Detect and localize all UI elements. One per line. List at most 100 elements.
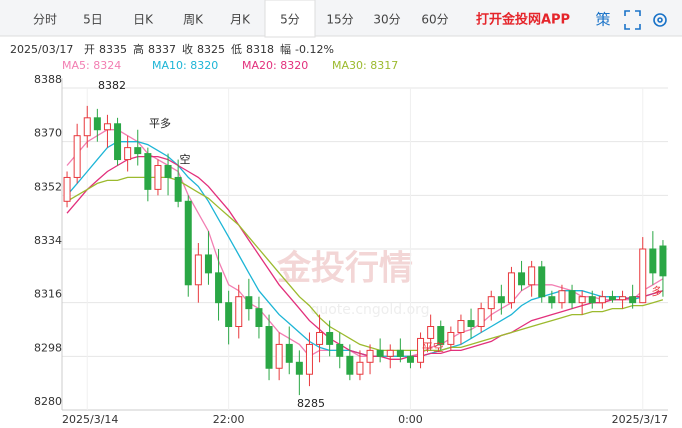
tab[interactable]: 分时 bbox=[33, 13, 57, 27]
candle-body bbox=[578, 296, 586, 304]
y-tick-label: 8388 bbox=[34, 73, 62, 86]
candle-body bbox=[275, 343, 283, 369]
candle-body bbox=[507, 272, 515, 304]
tab[interactable]: 5分 bbox=[280, 13, 300, 27]
info-label: 开 bbox=[84, 43, 95, 56]
legend-value: 8324 bbox=[93, 59, 121, 72]
annotation: 8285 bbox=[297, 397, 325, 410]
candle-body bbox=[538, 266, 546, 298]
info-label: 高 bbox=[133, 42, 144, 56]
candle-body bbox=[437, 326, 445, 345]
candle-body bbox=[225, 302, 233, 328]
legend-sep: : bbox=[273, 59, 280, 72]
legend-value: 8320 bbox=[280, 59, 308, 72]
legend-name: MA10 bbox=[152, 59, 183, 72]
watermark-title: 金投行情 bbox=[276, 249, 413, 289]
x-tick-label: 2025/3/14 bbox=[62, 413, 118, 426]
candle-body bbox=[245, 296, 253, 310]
tabs: 分时 5日 日K 周K 月K 5分 15分 30分 60分 bbox=[33, 0, 449, 38]
candle-body bbox=[154, 165, 162, 190]
candle-body bbox=[144, 153, 152, 190]
annotation: 多 bbox=[652, 284, 663, 298]
candle-body bbox=[265, 326, 273, 369]
y-tick-label: 8334 bbox=[34, 234, 62, 247]
legend-sep: : bbox=[363, 59, 370, 72]
tab[interactable]: 月K bbox=[230, 13, 251, 27]
candle-body bbox=[346, 355, 354, 375]
candle-body bbox=[83, 117, 91, 137]
tab[interactable]: 日K bbox=[133, 13, 154, 27]
app-link[interactable]: 打开金投网APP bbox=[476, 12, 570, 28]
candle-body bbox=[619, 296, 627, 301]
candle-body bbox=[548, 296, 556, 304]
info-value: 8335 bbox=[99, 43, 127, 56]
info-label: 收 bbox=[182, 42, 193, 56]
candle-body bbox=[598, 296, 606, 304]
annotation: 平多 bbox=[149, 116, 171, 130]
legend-entry: MA30: 8317 bbox=[332, 59, 398, 72]
tab[interactable]: 30分 bbox=[373, 13, 400, 27]
y-tick-label: 8370 bbox=[34, 127, 62, 140]
x-tick-label: 0:00 bbox=[398, 413, 423, 426]
legend: MA5: 8324 MA10: 8320 MA20: 8320 MA30: 8317 bbox=[62, 59, 398, 72]
candle-body bbox=[406, 355, 414, 363]
candle-body bbox=[457, 320, 465, 333]
candle-body bbox=[568, 290, 576, 304]
watermark-url: quote.cngold.org bbox=[310, 302, 429, 318]
candle-body bbox=[528, 266, 536, 286]
legend-name: MA5 bbox=[62, 59, 86, 72]
candle-body bbox=[588, 296, 596, 304]
candle-body bbox=[114, 123, 122, 161]
candle-body bbox=[366, 349, 374, 363]
y-tick-label: 8352 bbox=[34, 180, 62, 193]
y-tick-label: 8280 bbox=[34, 395, 62, 408]
candle-body bbox=[174, 176, 182, 202]
info-date: 2025/03/17 bbox=[10, 43, 73, 56]
candle-body bbox=[356, 361, 364, 375]
ma-line bbox=[66, 155, 664, 360]
candle-body bbox=[215, 272, 223, 304]
candle-body bbox=[376, 349, 384, 357]
candle-body bbox=[204, 254, 212, 274]
legend-entry: MA5: 8324 bbox=[62, 59, 121, 72]
y-tick-label: 8298 bbox=[34, 341, 62, 354]
candle-body bbox=[103, 123, 111, 131]
candle-body bbox=[417, 337, 425, 363]
candle-body bbox=[164, 165, 172, 178]
candle-body bbox=[639, 248, 647, 304]
candle-body bbox=[93, 117, 101, 131]
info-value: 8318 bbox=[246, 43, 274, 56]
active-tab-bg bbox=[264, 0, 316, 38]
y-tick-label: 8316 bbox=[34, 288, 62, 301]
x-tick-label: 22:00 bbox=[213, 413, 245, 426]
candle-body bbox=[467, 320, 475, 328]
tab[interactable]: 5日 bbox=[83, 13, 103, 27]
x-tick-label: 2025/3/17 bbox=[612, 413, 668, 426]
candle-body bbox=[73, 135, 81, 178]
candle-body bbox=[629, 296, 637, 304]
legend-sep: : bbox=[86, 59, 93, 72]
strategy-button[interactable]: 策 bbox=[595, 11, 610, 29]
candle-body bbox=[386, 349, 394, 357]
candle-body bbox=[336, 343, 344, 357]
candle-body bbox=[659, 245, 667, 277]
candle-body bbox=[518, 272, 526, 286]
candle-body bbox=[295, 361, 303, 375]
tab[interactable]: 60分 bbox=[421, 13, 448, 27]
expand-icon[interactable] bbox=[624, 10, 641, 30]
candle-body bbox=[124, 147, 132, 161]
info-value: -0.12% bbox=[295, 43, 334, 56]
tab[interactable]: 15分 bbox=[326, 13, 353, 27]
settings-icon[interactable] bbox=[653, 13, 667, 27]
legend-value: 8317 bbox=[370, 59, 398, 72]
annotation: 平空 bbox=[422, 340, 444, 354]
tab[interactable]: 周K bbox=[183, 13, 204, 27]
candle-body bbox=[497, 296, 505, 304]
candle-body bbox=[608, 296, 616, 301]
legend-sep: : bbox=[183, 59, 190, 72]
legend-entry: MA20: 8320 bbox=[242, 59, 308, 72]
annotation: 8382 bbox=[98, 79, 126, 92]
candle-body bbox=[235, 296, 243, 328]
